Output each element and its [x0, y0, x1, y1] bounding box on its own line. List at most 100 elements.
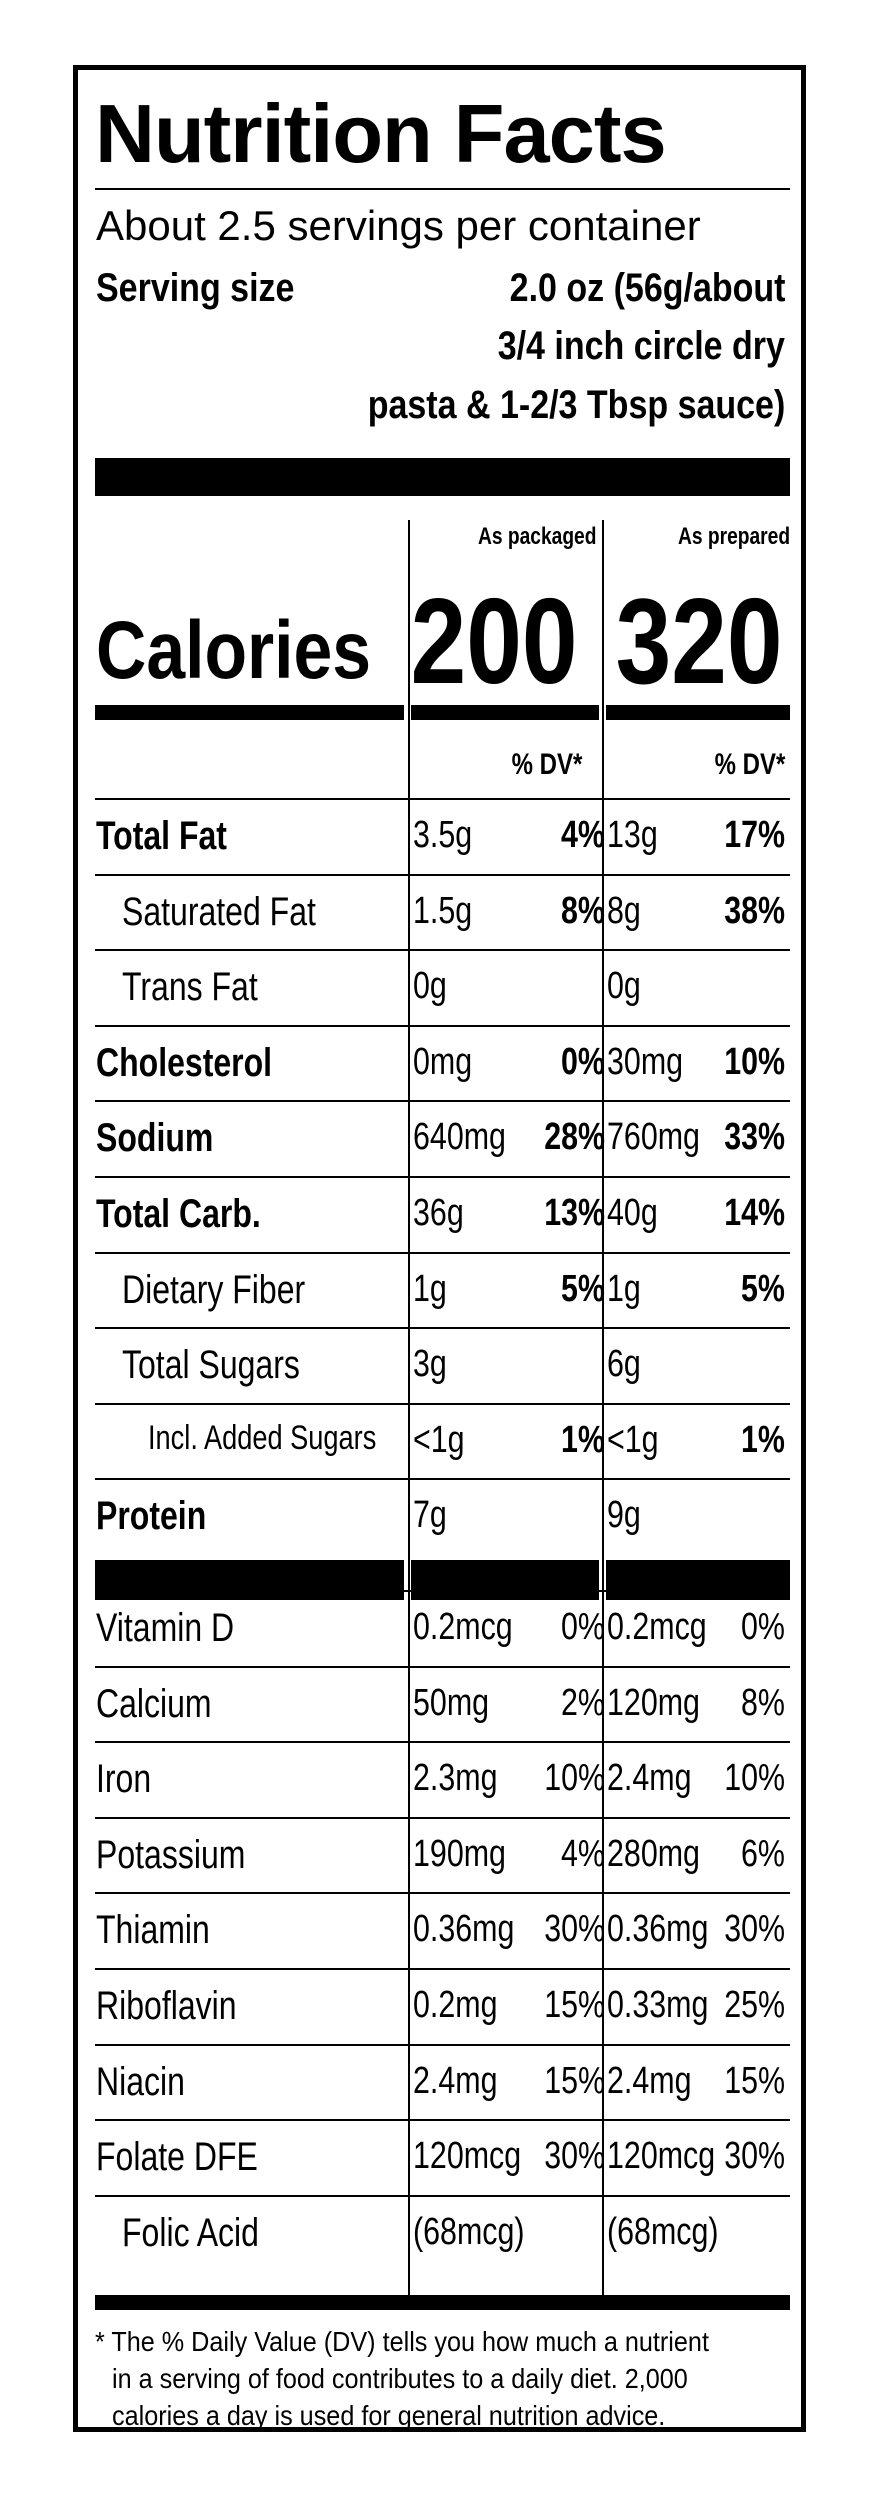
servings-per-container: About 2.5 servings per container	[96, 202, 701, 249]
prepared-amount: 30mg	[607, 1041, 684, 1083]
title-rule	[95, 188, 790, 190]
vitamin-name: Vitamin D	[96, 1606, 235, 1650]
packaged-dv: 30%	[544, 2135, 605, 2177]
calories-rule-right	[606, 705, 790, 720]
row-rule	[95, 1817, 790, 1819]
prepared-dv: 14%	[724, 1192, 785, 1234]
prepared-amount: <1g	[607, 1419, 659, 1461]
nutrient-name: Saturated Fat	[122, 890, 316, 934]
packaged-amount: 0.2mcg	[413, 1606, 513, 1648]
packaged-amount: 1.5g	[413, 890, 473, 932]
nutrient-name: Total Fat	[96, 814, 227, 858]
prepared-dv: 25%	[724, 1984, 785, 2026]
prepared-amount: 0g	[607, 965, 641, 1007]
calories-rule-mid	[411, 705, 599, 720]
thick-divider-mid	[411, 1560, 599, 1600]
prepared-dv: 10%	[724, 1757, 785, 1799]
row-rule	[95, 1666, 790, 1668]
packaged-amount: 2.4mg	[413, 2060, 498, 2102]
prepared-amount: 8g	[607, 890, 641, 932]
vitamin-name: Folate DFE	[96, 2135, 258, 2179]
prepared-amount: 760mg	[607, 1116, 700, 1158]
packaged-dv: 2%	[561, 1682, 605, 1724]
prepared-amount: 120mcg	[607, 2135, 716, 2177]
prepared-amount: 0.2mcg	[607, 1606, 707, 1648]
prepared-dv: 5%	[741, 1268, 785, 1310]
packaged-amount: 120mcg	[413, 2135, 522, 2177]
packaged-amount: 0g	[413, 965, 447, 1007]
prepared-amount: 2.4mg	[607, 1757, 692, 1799]
row-rule	[95, 2195, 790, 2197]
row-rule	[95, 798, 790, 800]
calories-rule-left	[95, 705, 404, 720]
packaged-dv: 5%	[561, 1268, 605, 1310]
column-divider	[408, 520, 410, 2295]
prepared-amount: 0.36mg	[607, 1908, 709, 1950]
as-packaged-header: As packaged	[478, 523, 597, 550]
packaged-amount: 0.36mg	[413, 1908, 515, 1950]
thick-divider-left	[95, 1560, 404, 1600]
row-rule	[95, 1025, 790, 1027]
nutrition-facts-label: Nutrition Facts About 2.5 servings per c…	[73, 65, 806, 2432]
prepared-dv: 17%	[724, 814, 785, 856]
nutrient-name: Incl. Added Sugars	[148, 1419, 377, 1457]
footnote-line-2: in a serving of food contributes to a da…	[112, 2363, 688, 2394]
vitamin-name: Calcium	[96, 1682, 212, 1726]
prepared-dv: 1%	[741, 1419, 785, 1461]
vitamin-name: Folic Acid	[122, 2211, 259, 2255]
prepared-dv: 0%	[741, 1606, 785, 1648]
prepared-amount: (68mcg)	[607, 2211, 719, 2253]
packaged-dv: 30%	[544, 1908, 605, 1950]
packaged-dv: 0%	[561, 1041, 605, 1083]
packaged-amount: <1g	[413, 1419, 465, 1461]
nutrient-name: Total Carb.	[96, 1192, 261, 1236]
prepared-dv: 30%	[724, 2135, 785, 2177]
dv-header-prepared: % DV*	[714, 748, 785, 781]
footnote-line-3: calories a day is used for general nutri…	[112, 2400, 666, 2431]
as-prepared-header: As prepared	[678, 523, 791, 550]
packaged-dv: 10%	[544, 1757, 605, 1799]
vitamin-name: Niacin	[96, 2060, 185, 2104]
prepared-dv: 30%	[724, 1908, 785, 1950]
nutrient-name: Total Sugars	[122, 1343, 300, 1387]
row-rule	[95, 874, 790, 876]
row-rule	[95, 1252, 790, 1254]
row-rule	[95, 2119, 790, 2121]
packaged-amount: 3g	[413, 1343, 447, 1385]
row-rule	[95, 1327, 790, 1329]
row-rule	[95, 1741, 790, 1743]
vitamin-name: Potassium	[96, 1833, 246, 1877]
packaged-dv: 0%	[561, 1606, 605, 1648]
prepared-dv: 38%	[724, 890, 785, 932]
packaged-dv: 1%	[561, 1419, 605, 1461]
packaged-amount: 640mg	[413, 1116, 506, 1158]
packaged-amount: (68mcg)	[413, 2211, 525, 2253]
packaged-amount: 0mg	[413, 1041, 473, 1083]
vitamin-name: Iron	[96, 1757, 152, 1801]
row-rule	[95, 1892, 790, 1894]
prepared-amount: 9g	[607, 1494, 641, 1536]
serving-size-value-3: pasta & 1-2/3 Tbsp sauce)	[367, 383, 785, 427]
serving-size-label: Serving size	[96, 266, 295, 310]
row-rule	[95, 1478, 790, 1480]
nutrient-name: Trans Fat	[122, 965, 258, 1009]
packaged-dv: 13%	[544, 1192, 605, 1234]
serving-size-value-2: 3/4 inch circle dry	[497, 324, 785, 368]
packaged-dv: 4%	[561, 814, 605, 856]
prepared-dv: 33%	[724, 1116, 785, 1158]
nutrient-name: Sodium	[96, 1116, 214, 1160]
packaged-dv: 15%	[544, 1984, 605, 2026]
row-rule	[95, 1176, 790, 1178]
prepared-amount: 6g	[607, 1343, 641, 1385]
thick-divider-top	[95, 458, 790, 496]
calories-prepared: 320	[616, 573, 783, 709]
row-rule	[95, 949, 790, 951]
nutrient-name: Cholesterol	[96, 1041, 273, 1085]
row-rule	[95, 1100, 790, 1102]
calories-label: Calories	[96, 605, 372, 696]
prepared-dv: 10%	[724, 1041, 785, 1083]
vitamin-name: Riboflavin	[96, 1984, 237, 2028]
prepared-amount: 40g	[607, 1192, 658, 1234]
prepared-dv: 6%	[741, 1833, 785, 1875]
dv-header-packaged: % DV*	[511, 748, 582, 781]
